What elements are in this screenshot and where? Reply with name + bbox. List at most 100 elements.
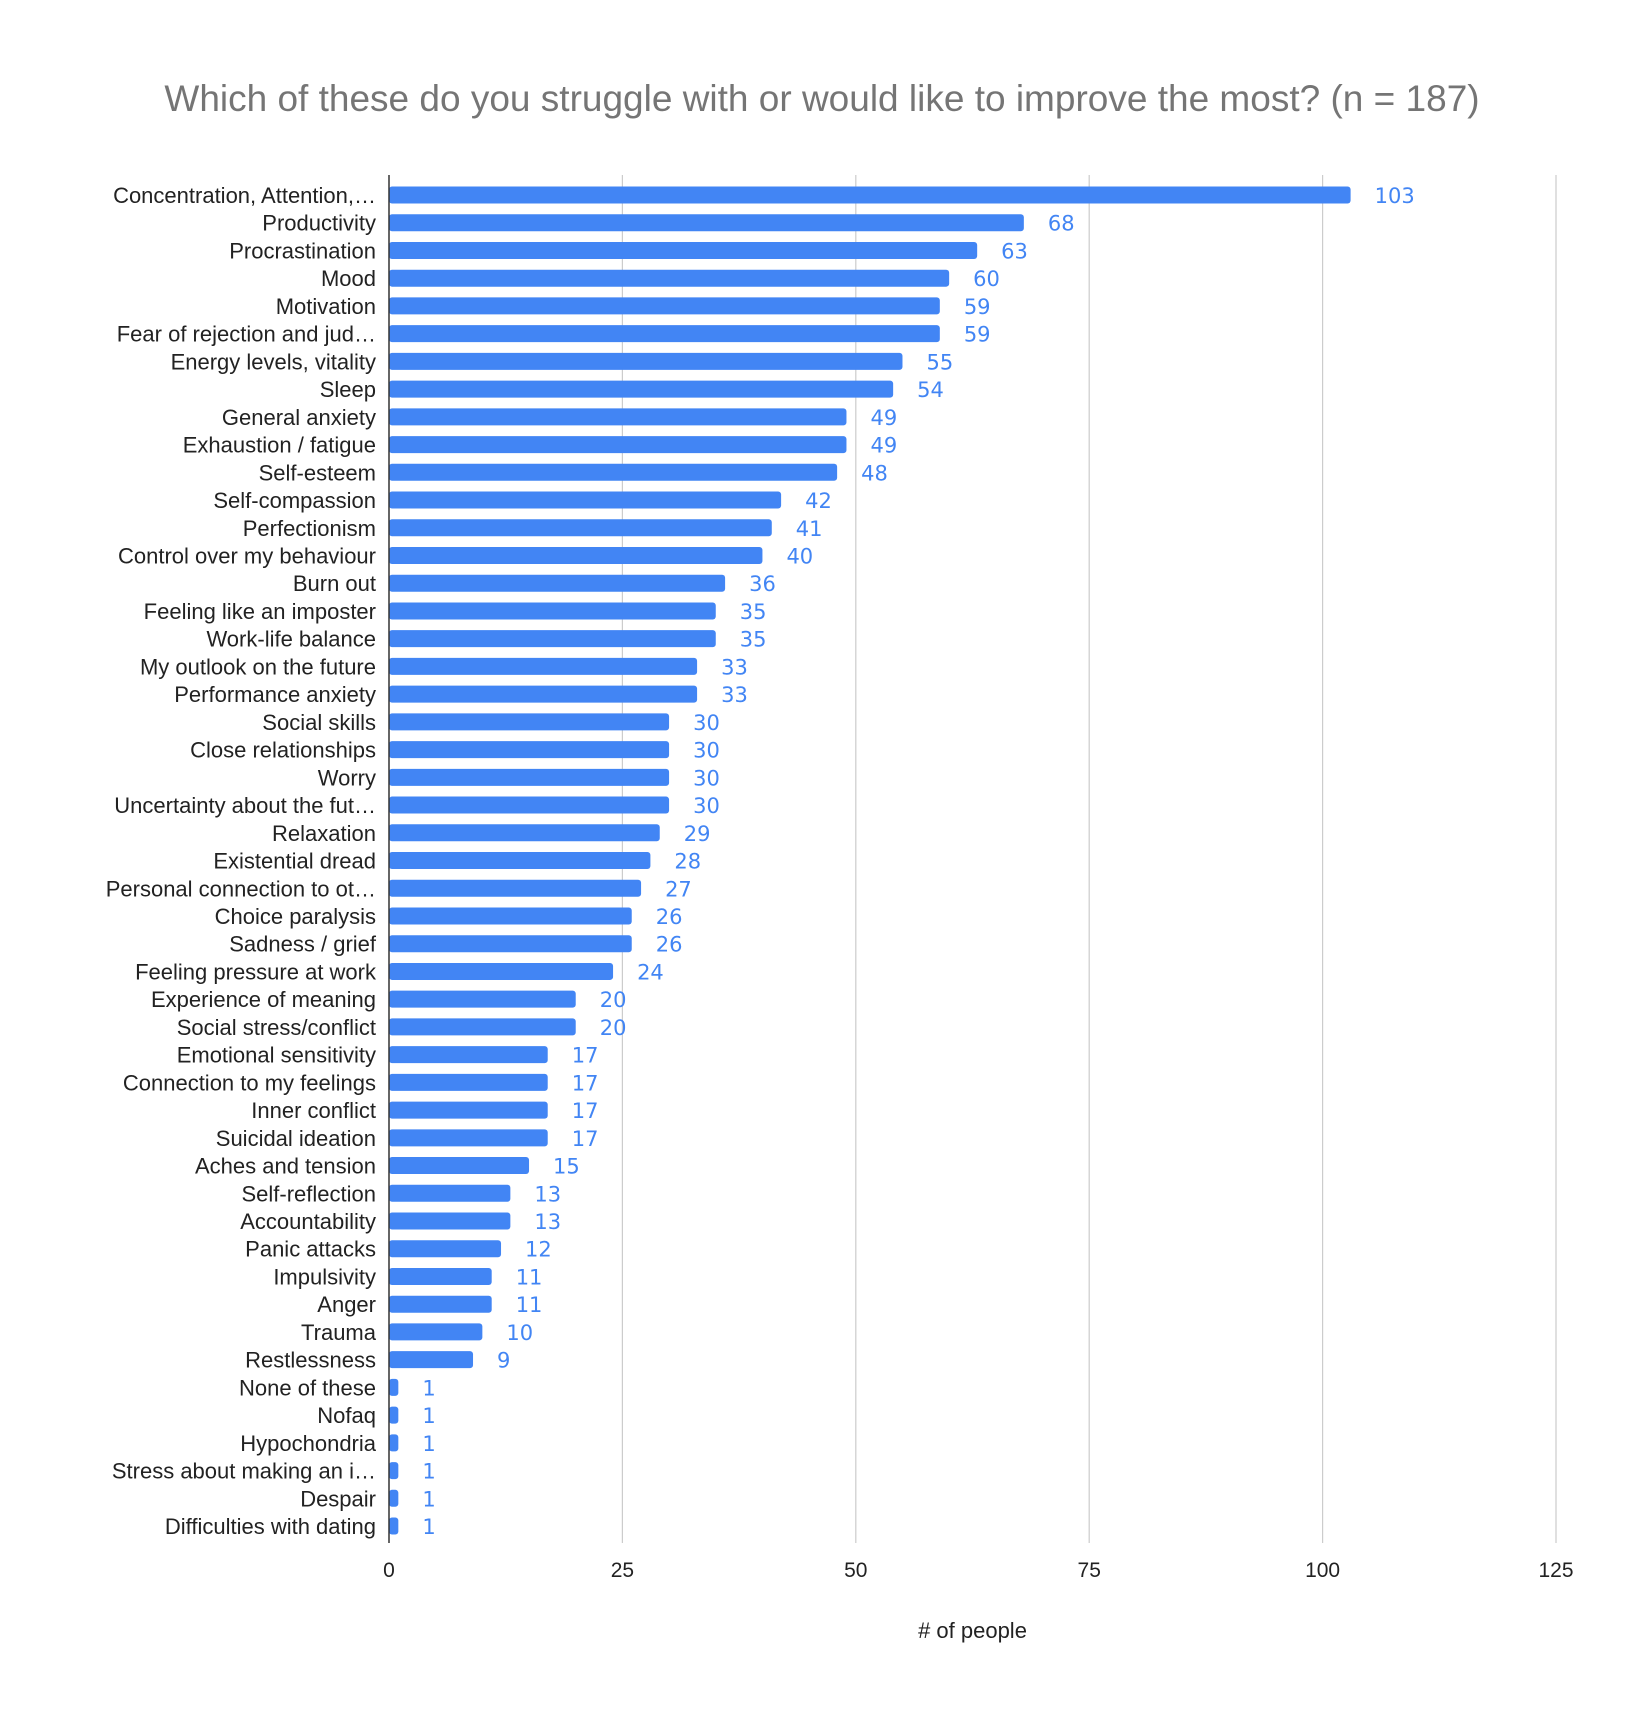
bar bbox=[389, 962, 614, 980]
category-label: General anxiety bbox=[222, 405, 376, 430]
gridlines bbox=[621, 175, 1557, 1543]
data-label: 42 bbox=[805, 489, 832, 513]
bar bbox=[389, 1323, 483, 1341]
category-label: Connection to my feelings bbox=[123, 1070, 376, 1095]
data-label: 11 bbox=[516, 1265, 543, 1289]
data-label: 68 bbox=[1048, 212, 1075, 236]
category-label: Existential dread bbox=[213, 849, 376, 874]
category-label: Close relationships bbox=[190, 738, 376, 763]
bar bbox=[389, 1101, 548, 1119]
data-label: 60 bbox=[973, 267, 1000, 291]
bar bbox=[389, 713, 670, 731]
data-label: 27 bbox=[665, 877, 692, 901]
category-label: Anger bbox=[317, 1292, 376, 1317]
data-label: 17 bbox=[572, 1044, 599, 1068]
data-label: 59 bbox=[964, 323, 991, 347]
category-label: Concentration, Attention,… bbox=[113, 183, 376, 208]
bar bbox=[389, 1267, 492, 1285]
category-label: Work-life balance bbox=[206, 627, 376, 652]
bar bbox=[389, 602, 716, 620]
bar bbox=[389, 352, 903, 370]
bar bbox=[389, 852, 651, 870]
bar bbox=[389, 1129, 548, 1147]
bar bbox=[389, 990, 576, 1008]
x-tick-label: 75 bbox=[1078, 1559, 1101, 1582]
data-label: 35 bbox=[740, 600, 767, 624]
category-label: Panic attacks bbox=[245, 1237, 376, 1262]
category-label: Hypochondria bbox=[240, 1431, 377, 1456]
bar bbox=[389, 1434, 399, 1452]
category-label: Feeling pressure at work bbox=[135, 959, 377, 984]
data-label: 15 bbox=[553, 1155, 580, 1179]
category-label: Personal connection to ot… bbox=[106, 876, 376, 901]
category-label: None of these bbox=[239, 1375, 376, 1400]
data-label: 49 bbox=[870, 406, 897, 430]
data-label: 54 bbox=[917, 378, 944, 402]
bar bbox=[389, 214, 1024, 232]
data-label: 59 bbox=[964, 295, 991, 319]
bar bbox=[389, 1046, 548, 1064]
bar bbox=[389, 824, 660, 842]
data-label: 29 bbox=[684, 822, 711, 846]
bar bbox=[389, 1378, 399, 1396]
bar bbox=[389, 1212, 511, 1230]
category-label: Self-reflection bbox=[241, 1181, 376, 1206]
category-label: Mood bbox=[321, 266, 376, 291]
bar bbox=[389, 491, 782, 509]
x-axis-title: # of people bbox=[918, 1618, 1027, 1643]
category-label: Control over my behaviour bbox=[118, 543, 376, 568]
category-label: Sadness / grief bbox=[229, 932, 377, 957]
data-label: 30 bbox=[693, 739, 720, 763]
data-label: 33 bbox=[721, 655, 748, 679]
bar bbox=[389, 1184, 511, 1202]
data-label: 55 bbox=[926, 350, 953, 374]
data-label: 1 bbox=[422, 1487, 435, 1511]
bar bbox=[389, 269, 950, 287]
bar bbox=[389, 1157, 530, 1175]
category-label: Social skills bbox=[262, 710, 376, 735]
bar bbox=[389, 768, 670, 786]
data-label: 1 bbox=[422, 1432, 435, 1456]
bar bbox=[389, 241, 978, 259]
bar bbox=[389, 657, 698, 675]
data-label: 17 bbox=[572, 1071, 599, 1095]
category-label: Stress about making an i… bbox=[112, 1459, 376, 1484]
bar bbox=[389, 408, 847, 426]
data-label: 35 bbox=[740, 628, 767, 652]
data-label: 17 bbox=[572, 1099, 599, 1123]
data-label: 1 bbox=[422, 1515, 435, 1539]
category-label: Performance anxiety bbox=[174, 682, 376, 707]
category-label: Worry bbox=[318, 765, 376, 790]
category-label: Sleep bbox=[320, 377, 376, 402]
data-label: 26 bbox=[656, 933, 683, 957]
bar bbox=[389, 1240, 502, 1258]
data-label: 30 bbox=[693, 766, 720, 790]
bar bbox=[389, 907, 632, 925]
bar bbox=[389, 1517, 399, 1535]
x-tick-label: 25 bbox=[611, 1559, 634, 1582]
bar bbox=[389, 574, 726, 592]
data-label: 17 bbox=[572, 1127, 599, 1151]
bar bbox=[389, 1489, 399, 1507]
data-label: 20 bbox=[600, 988, 627, 1012]
category-label: Trauma bbox=[301, 1320, 377, 1345]
data-label: 40 bbox=[786, 544, 813, 568]
data-label: 33 bbox=[721, 683, 748, 707]
category-label: Accountability bbox=[240, 1209, 376, 1234]
bar bbox=[389, 1073, 548, 1091]
data-label: 30 bbox=[693, 794, 720, 818]
bar bbox=[389, 519, 772, 537]
category-label: Perfectionism bbox=[243, 516, 376, 541]
data-label: 12 bbox=[525, 1238, 552, 1262]
category-label: Suicidal ideation bbox=[216, 1126, 376, 1151]
chart-title: Which of these do you struggle with or w… bbox=[164, 78, 1480, 119]
bar bbox=[389, 685, 698, 703]
data-label: 103 bbox=[1375, 184, 1415, 208]
bar bbox=[389, 1406, 399, 1424]
bar bbox=[389, 630, 716, 648]
category-label: Uncertainty about the fut… bbox=[114, 793, 376, 818]
data-label: 13 bbox=[534, 1210, 561, 1234]
labels: 0 25 50 75 100 125 Concentration, Attention,… 1… bbox=[106, 183, 1574, 1643]
bar bbox=[389, 1351, 474, 1369]
x-tick-label: 0 bbox=[383, 1559, 395, 1582]
